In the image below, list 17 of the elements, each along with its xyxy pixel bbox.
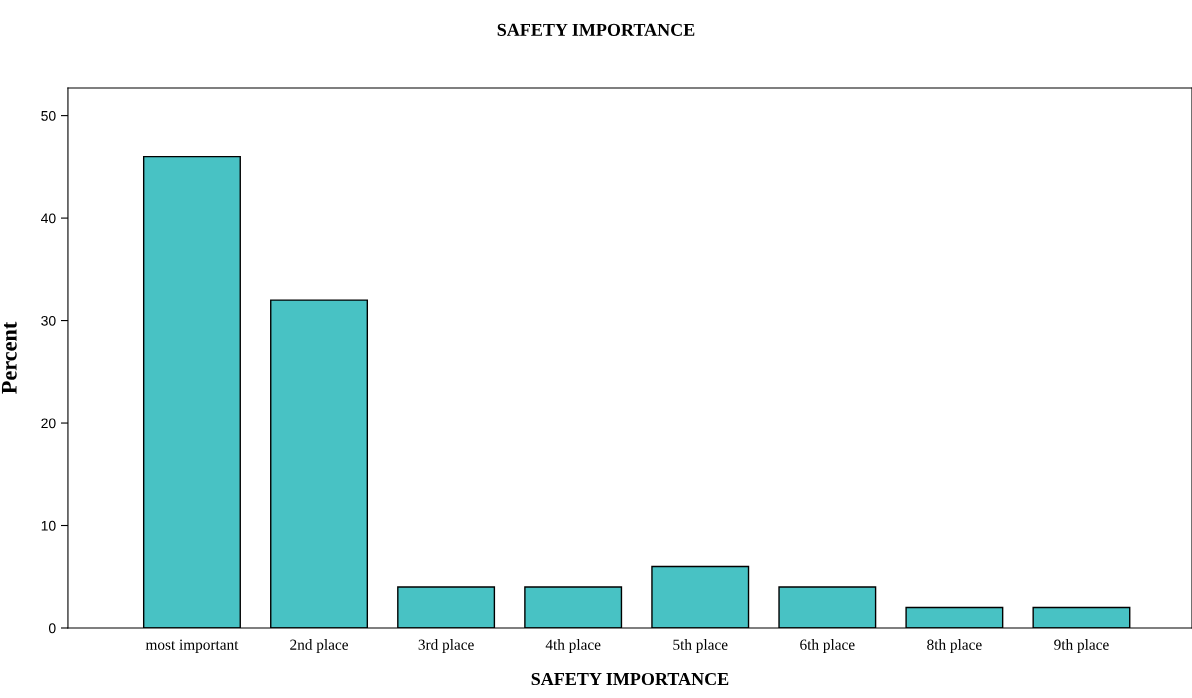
y-tick-label: 0 xyxy=(48,623,56,634)
x-tick-label: 5th place xyxy=(673,639,728,653)
x-tick-label: 9th place xyxy=(1054,639,1109,653)
x-tick-label: 8th place xyxy=(927,639,982,653)
x-axis-title: SAFETY IMPORTANCE xyxy=(531,672,729,686)
x-tick-label: 4th place xyxy=(545,639,601,653)
y-tick-label: 50 xyxy=(41,110,56,121)
y-tick-label: 10 xyxy=(41,520,56,531)
y-tick-label: 40 xyxy=(41,213,56,224)
x-tick-label: 3rd place xyxy=(418,639,474,653)
chart-title: SAFETY IMPORTANCE xyxy=(497,23,695,36)
x-tick-label: 2nd place xyxy=(290,639,348,653)
y-tick-label: 20 xyxy=(41,418,56,429)
x-tick-label: most important xyxy=(145,639,239,653)
y-tick-label: 30 xyxy=(41,315,56,326)
y-axis-title: Percent xyxy=(1,321,17,394)
x-tick-label: 6th place xyxy=(800,639,855,653)
